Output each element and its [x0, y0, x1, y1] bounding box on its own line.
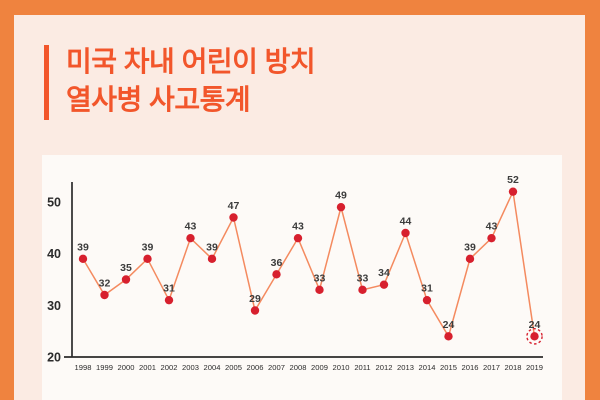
x-tick-label: 2007	[268, 363, 285, 372]
data-point	[358, 285, 367, 295]
x-tick-label: 2003	[182, 363, 199, 372]
y-tick-label: 50	[47, 195, 61, 209]
x-tick-label: 1998	[75, 363, 92, 372]
line-chart: 20 30 40 50 1998 1999 2000 2001 2002 2003 2004 2005…	[47, 174, 543, 372]
x-tick-label: 2009	[311, 363, 328, 372]
data-point	[465, 254, 475, 264]
title-accent-bar	[44, 45, 49, 120]
x-tick-label: 2006	[247, 363, 264, 372]
data-point	[293, 233, 303, 243]
data-point	[336, 202, 346, 212]
data-point	[379, 280, 389, 289]
x-tick-label: 2018	[505, 363, 522, 372]
x-tick-label: 2005	[225, 363, 242, 372]
x-tick-label: 2008	[290, 363, 307, 372]
x-tick-label: 2002	[161, 363, 178, 372]
data-point	[530, 332, 539, 341]
x-tick-label: 2004	[204, 363, 221, 372]
data-point	[444, 332, 453, 341]
data-point-label: 52	[507, 174, 519, 186]
data-point	[508, 187, 518, 196]
data-point-label: 43	[185, 221, 197, 233]
x-tick-label: 2016	[462, 363, 479, 372]
data-point-label: 49	[335, 190, 347, 202]
x-tick-label: 2010	[333, 363, 350, 372]
data-line	[82, 189, 536, 339]
data-point-label: 29	[249, 293, 261, 305]
data-point	[186, 233, 195, 243]
data-point	[315, 285, 324, 295]
data-point-label: 39	[77, 241, 89, 253]
data-point-label: 34	[378, 267, 390, 279]
title-line-2: 열사병 사고통계	[66, 84, 251, 115]
data-point-label: 31	[163, 283, 175, 295]
data-point	[229, 213, 238, 222]
data-point-label: 47	[228, 200, 240, 212]
y-tick-label: 30	[47, 299, 61, 313]
x-tick-label: 2011	[354, 363, 370, 372]
data-point-label: 39	[206, 241, 218, 253]
data-point-label: 24	[529, 319, 541, 331]
data-point-label: 39	[142, 241, 154, 253]
title-line-1: 미국 차내 어린이 방치	[66, 46, 316, 77]
data-point	[272, 270, 281, 279]
x-tick-label: 1999	[96, 363, 113, 372]
x-tick-label: 2000	[118, 363, 135, 372]
data-point	[207, 254, 217, 264]
data-point	[250, 306, 260, 315]
data-point	[401, 228, 410, 238]
data-point-label: 44	[400, 215, 412, 227]
data-point-label: 43	[292, 221, 304, 233]
data-point-label: 31	[421, 283, 433, 295]
data-point-label: 32	[99, 277, 111, 289]
data-point-label: 43	[486, 221, 498, 233]
x-tick-label: 2001	[139, 363, 156, 372]
data-point	[100, 290, 109, 300]
x-tick-label: 2014	[419, 363, 436, 372]
data-point-label: 36	[271, 257, 283, 269]
data-point	[487, 233, 496, 243]
x-tick-label: 2012	[376, 363, 393, 372]
data-point-label: 35	[120, 262, 132, 274]
data-point	[121, 275, 131, 284]
data-point-label: 39	[464, 241, 476, 253]
x-tick-label: 2019	[526, 363, 543, 372]
data-point	[78, 254, 88, 264]
chart-card: 20 30 40 50 1998 1999 2000 2001 2002 2003 2004 2005…	[42, 155, 562, 400]
data-point-label: 33	[314, 272, 326, 284]
data-point	[422, 295, 432, 305]
data-point	[164, 295, 174, 305]
x-tick-label: 2015	[440, 363, 457, 372]
data-point	[143, 254, 152, 264]
x-tick-label: 2013	[397, 363, 414, 372]
data-point-label: 33	[357, 272, 369, 284]
x-tick-label: 2017	[483, 363, 500, 372]
y-tick-label: 40	[47, 247, 61, 261]
data-point-label: 24	[443, 319, 455, 331]
y-tick-label: 20	[47, 351, 61, 365]
